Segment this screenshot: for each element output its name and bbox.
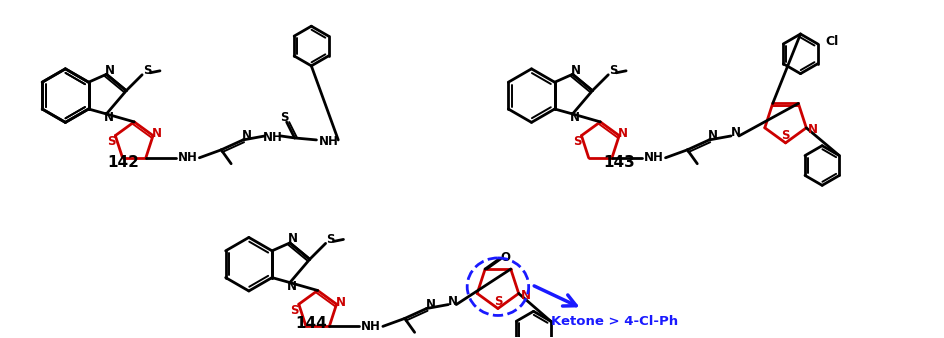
Text: S: S [280,111,289,124]
Text: S: S [326,233,334,246]
Text: N: N [242,129,252,142]
Text: NH: NH [262,131,282,144]
Text: N: N [335,296,346,309]
Text: 142: 142 [107,154,139,170]
Text: N: N [807,123,818,136]
Text: N: N [288,233,297,245]
Text: 144: 144 [295,316,327,331]
Text: NH: NH [643,151,663,164]
Text: N: N [287,280,296,293]
Text: N: N [569,112,579,124]
Text: 143: 143 [602,154,634,170]
Text: NH: NH [177,151,197,164]
Text: N: N [103,112,113,124]
Text: N: N [425,298,435,311]
Text: N: N [152,127,161,140]
Text: N: N [520,289,531,302]
Text: NH: NH [318,136,338,148]
Text: S: S [573,135,582,148]
Text: S: S [608,64,616,77]
Text: S: S [107,135,115,148]
Text: Ketone > 4-Cl-Ph: Ketone > 4-Cl-Ph [550,315,678,328]
Text: N: N [707,129,717,142]
Text: N: N [104,64,114,77]
Text: N: N [570,64,580,77]
Text: N: N [730,126,740,140]
Text: N: N [447,295,458,308]
Text: N: N [617,127,628,140]
Text: Cl: Cl [824,35,837,48]
Text: S: S [290,304,298,317]
Text: O: O [499,251,510,264]
Text: S: S [493,295,501,308]
Text: NH: NH [361,320,380,333]
Text: S: S [781,129,789,142]
Text: S: S [143,64,151,77]
